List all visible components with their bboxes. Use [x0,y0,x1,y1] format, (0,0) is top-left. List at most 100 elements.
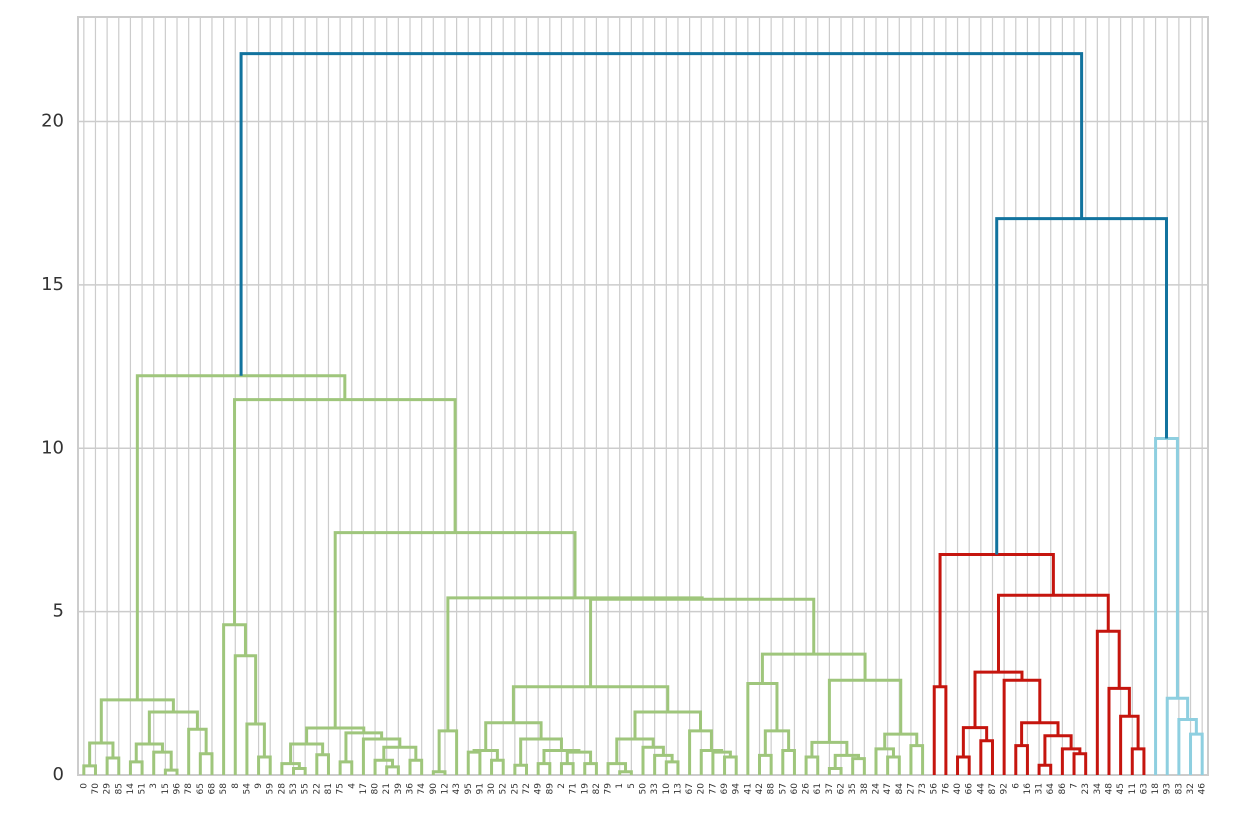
leaf-label: 18 [1151,783,1161,795]
link [305,726,366,744]
link [559,762,575,775]
link [233,654,258,775]
link [198,752,214,775]
leaf-label: 51 [138,783,148,794]
link [82,764,97,775]
leaf-label: 11 [1128,783,1138,794]
link [664,760,680,775]
leaf-label: 9 [254,783,264,789]
link [615,737,655,764]
link [653,753,674,775]
link [1165,696,1190,775]
link [446,596,704,731]
leaf-label: 42 [755,783,765,794]
link [344,731,384,762]
leaf-label: 83 [1174,783,1184,794]
leaf-label: 5 [627,783,637,789]
link [245,722,266,775]
link [932,685,948,775]
link [257,755,272,775]
link [757,753,773,775]
leaf-label: 6 [1011,783,1021,789]
link [781,748,796,775]
link [1014,744,1029,775]
leaf-label: 21 [382,783,392,794]
leaf-label: 25 [510,783,520,794]
link [135,374,347,700]
link [956,755,971,775]
link [606,762,628,775]
leaf-label: 45 [1116,783,1126,794]
leaf-label: 2 [557,783,567,789]
link [187,727,208,775]
leaf-label: 94 [732,783,742,795]
link [827,766,843,775]
link [233,398,457,625]
leaf-label: 70 [91,783,101,795]
leaf-label: 27 [906,783,916,794]
link [699,748,724,775]
leaf-label: 23 [1081,783,1091,794]
leaf-label: 26 [802,783,812,795]
leaf-label: 3 [149,783,159,789]
leaf-label: 77 [708,783,718,794]
link [810,740,849,758]
link [1043,734,1073,766]
links [82,52,1204,775]
leaf-label: 29 [103,783,113,795]
leaf-label: 49 [534,783,544,795]
leaf-label: 53 [289,783,299,794]
link [382,745,418,761]
leaf-label: 30 [487,783,497,795]
leaf-label: 86 [1058,783,1068,795]
leaf-label: 81 [324,783,334,794]
link [338,760,354,775]
leaf-label: 68 [207,783,217,795]
link [851,757,866,775]
leaf-label: 73 [918,783,928,794]
link [315,753,330,775]
leaf-label: 43 [452,783,462,794]
link [280,762,301,775]
leaf-label: 58 [219,783,229,795]
y-tick-label: 5 [53,601,64,622]
leaf-label: 24 [871,783,881,795]
leaf-label: 20 [697,783,707,795]
link [105,756,121,775]
leaf-label: 87 [988,783,998,794]
link [1119,714,1140,775]
leaf-label: 31 [1035,783,1045,794]
leaf-label: 37 [825,783,835,794]
leaf-label: 39 [394,783,404,795]
leaf-label: 75 [336,783,346,794]
link [1037,763,1053,775]
link [385,765,400,775]
link [536,762,552,775]
link [583,762,598,775]
leaf-label: 34 [1093,783,1103,795]
link [292,766,307,775]
link [490,758,505,775]
leaf-label: 22 [312,783,322,794]
y-tick-label: 15 [41,274,64,295]
leaf-label: 15 [161,783,171,794]
leaf-label: 93 [1163,783,1173,794]
link [466,750,482,775]
link [996,593,1110,673]
link [723,755,738,775]
leaf-label: 46 [1198,783,1208,795]
link [484,721,543,751]
link [472,748,499,761]
leaf-label: 10 [662,783,672,795]
link [361,737,402,775]
leaf-label: 12 [440,783,450,794]
leaf-label: 66 [965,783,975,795]
leaf-label: 13 [673,783,683,794]
link [1130,747,1146,775]
link [511,685,670,723]
link [239,52,1084,376]
leaf-label: 1 [615,783,625,789]
leaf-label: 8 [231,783,241,789]
